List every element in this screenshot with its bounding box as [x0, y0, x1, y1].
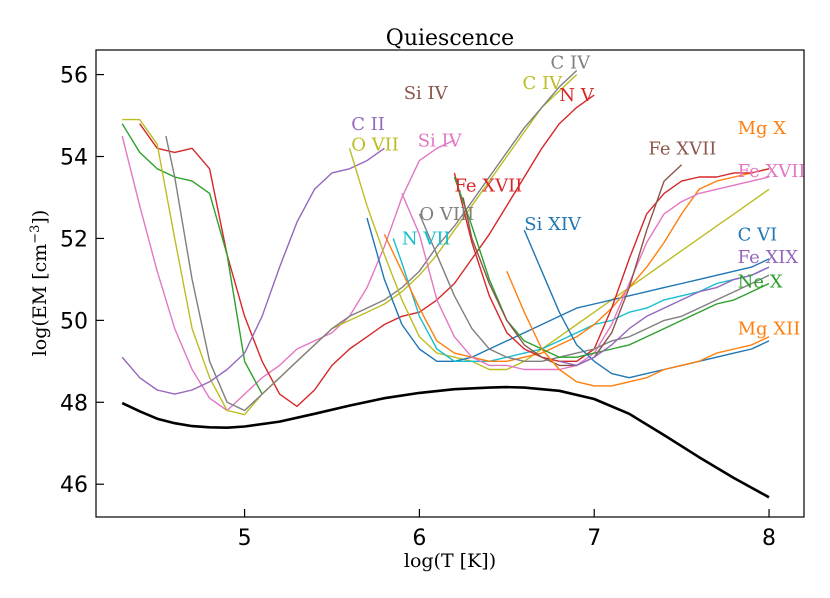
- y-axis-label-tail: ]): [29, 210, 51, 225]
- ion-label-7: Fe XVII: [648, 139, 716, 160]
- ion-label-3: Si IV: [404, 83, 449, 104]
- ion-label-17: Mg XII: [738, 319, 801, 340]
- ion-label-13: N VII: [402, 229, 451, 250]
- ion-label-12: Si XIV: [524, 214, 582, 235]
- series-line-0: [121, 385, 770, 499]
- x-axis-label: log(T [K]): [404, 550, 496, 572]
- series-line-7: [348, 148, 770, 371]
- series-line-14: [453, 176, 770, 358]
- y-tick-label-3: 52: [60, 227, 88, 252]
- y-tick-label-4: 54: [60, 146, 88, 171]
- x-tick-label-3: 8: [762, 526, 776, 551]
- series-line-12: [453, 168, 770, 362]
- series-line-11: [401, 176, 770, 371]
- series-line-9: [392, 238, 770, 362]
- series-line-17: [506, 270, 770, 387]
- series-line-3: [121, 123, 263, 395]
- ion-label-4: C II: [351, 114, 385, 135]
- y-tick-label-2: 50: [60, 309, 88, 334]
- y-axis-label-main: log(EM [cm: [29, 244, 51, 357]
- series-line-8: [366, 217, 770, 362]
- series-line-6: [121, 147, 385, 395]
- ion-label-15: Fe XIX: [738, 247, 799, 268]
- ion-label-2: N V: [559, 85, 594, 106]
- y-tick-label-0: 46: [60, 473, 88, 498]
- series-line-4: [122, 74, 578, 416]
- y-axis-label-sup: −3: [28, 225, 43, 244]
- ion-label-8: Mg X: [738, 118, 787, 139]
- ion-label-0: C IV: [551, 52, 592, 73]
- series-line-10: [383, 168, 770, 362]
- series-layer: [121, 69, 770, 499]
- series-line-13: [418, 213, 770, 362]
- y-axis-label: log(EM [cm−3]): [28, 210, 51, 357]
- ion-label-14: C VI: [738, 225, 778, 246]
- plot-frame: [95, 49, 805, 518]
- y-tick-label-1: 48: [60, 391, 88, 416]
- x-tick-label-0: 5: [238, 526, 252, 551]
- series-line-18: [559, 266, 770, 367]
- ion-label-16: Ne X: [738, 272, 783, 293]
- series-line-1: [121, 135, 455, 412]
- ion-label-11: O VIII: [419, 204, 474, 225]
- series-line-15: [462, 164, 683, 367]
- ion-label-5: Si IV: [418, 130, 463, 151]
- series-line-2: [139, 94, 595, 408]
- chart-title: Quiescence: [386, 26, 514, 51]
- y-tick-label-5: 56: [60, 64, 88, 89]
- series-line-16: [523, 229, 770, 379]
- x-tick-label-2: 7: [587, 526, 601, 551]
- ion-label-10: Fe XVII: [454, 175, 522, 196]
- ion-label-9: Fe XVII: [738, 161, 806, 182]
- ion-label-6: O VII: [351, 134, 399, 155]
- series-line-5: [165, 69, 578, 412]
- x-tick-label-1: 6: [412, 526, 426, 551]
- ion-label-1: C IV: [523, 73, 564, 94]
